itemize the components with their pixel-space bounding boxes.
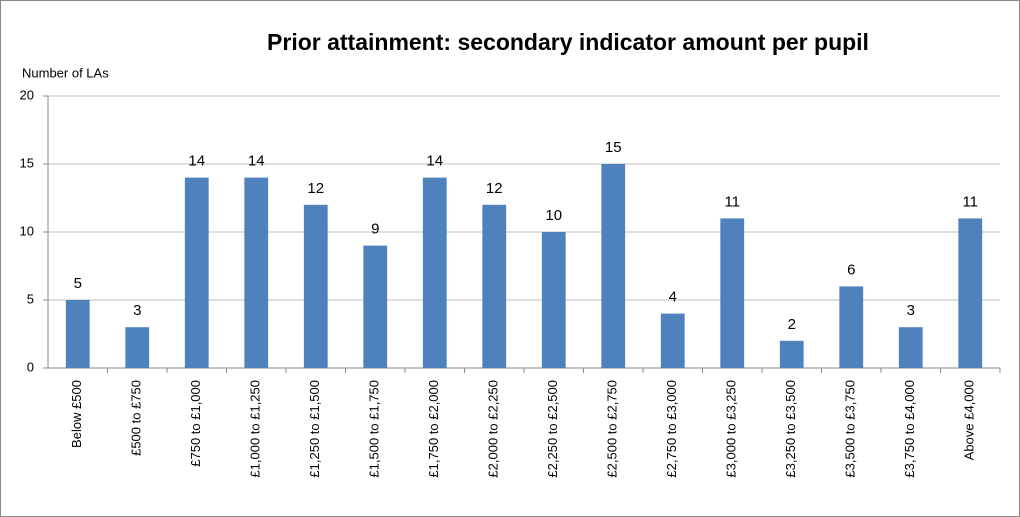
bar (660, 313, 685, 368)
data-label: 2 (788, 316, 796, 333)
data-label: 10 (545, 207, 562, 224)
data-label: 3 (133, 302, 141, 319)
y-tick-label: 0 (27, 359, 34, 374)
data-label: 3 (907, 302, 915, 319)
data-label: 11 (962, 193, 978, 210)
data-label: 12 (307, 180, 324, 197)
data-label: 12 (486, 180, 503, 197)
bar (303, 204, 328, 368)
y-tick-label: 20 (20, 87, 34, 102)
x-tick-label: £2,750 to £3,000 (664, 380, 679, 478)
bar (779, 340, 804, 368)
x-tick-label: £3,000 to £3,250 (724, 380, 739, 478)
data-label: 11 (724, 193, 740, 210)
x-tick-label: £1,500 to £1,750 (367, 380, 382, 478)
bar (422, 177, 447, 368)
data-label: 14 (426, 153, 443, 170)
data-label: 6 (847, 261, 855, 278)
x-tick-label: £2,250 to £2,500 (545, 380, 560, 478)
data-label: 9 (371, 221, 379, 238)
bar (958, 218, 983, 368)
x-tick-label: Above £4,000 (962, 380, 977, 460)
bar (244, 177, 269, 368)
x-tick-label: £3,500 to £3,750 (843, 380, 858, 478)
bar (720, 218, 745, 368)
x-tick-label: £3,250 to £3,500 (783, 380, 798, 478)
bar (184, 177, 209, 368)
x-tick-label: £1,000 to £1,250 (248, 380, 263, 478)
x-tick-label: Below £500 (69, 380, 84, 448)
data-label: 14 (248, 153, 265, 170)
bar (541, 232, 566, 368)
bar (125, 327, 150, 368)
x-tick-label: £1,750 to £2,000 (426, 380, 441, 478)
bar (601, 164, 626, 368)
x-tick-label: £2,000 to £2,250 (486, 380, 501, 478)
x-tick-label: £3,750 to £4,000 (902, 380, 917, 478)
bar (65, 300, 90, 368)
bar (363, 245, 388, 368)
x-tick-label: £500 to £750 (129, 380, 144, 456)
data-label: 15 (605, 139, 622, 156)
x-tick-label: £1,250 to £1,500 (307, 380, 322, 478)
data-label: 14 (188, 153, 205, 170)
chart-title: Prior attainment: secondary indicator am… (267, 29, 869, 55)
bar (898, 327, 923, 368)
y-tick-label: 15 (20, 155, 34, 170)
x-tick-label: £2,500 to £2,750 (605, 380, 620, 478)
data-label: 4 (669, 289, 677, 306)
x-tick-label: £750 to £1,000 (188, 380, 203, 467)
bar (482, 204, 507, 368)
y-tick-label: 10 (20, 223, 34, 238)
y-tick-label: 5 (27, 291, 34, 306)
data-label: 5 (74, 275, 82, 292)
bar (839, 286, 864, 368)
y-axis-label: Number of LAs (22, 65, 109, 80)
